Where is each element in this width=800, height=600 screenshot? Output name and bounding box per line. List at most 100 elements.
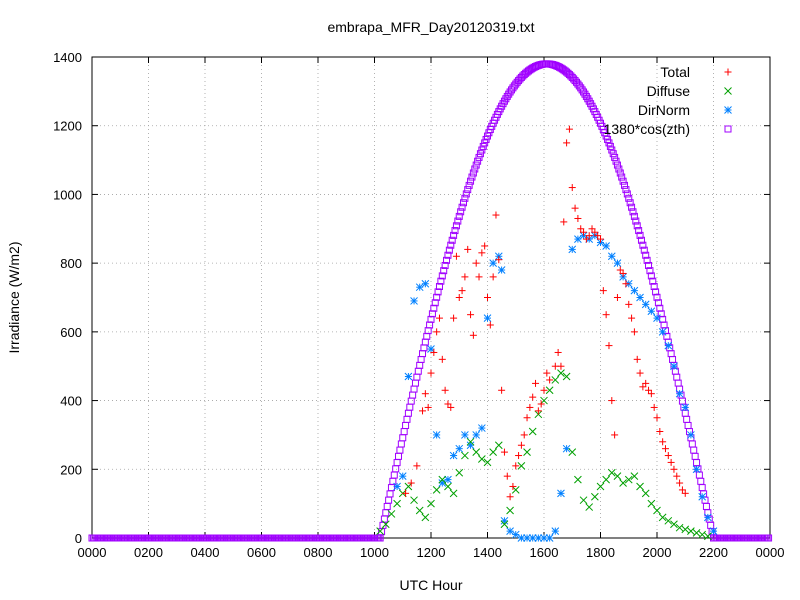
total-point bbox=[611, 431, 619, 439]
total-point bbox=[464, 245, 472, 253]
cos-zth-point bbox=[765, 534, 773, 542]
dirnorm-point bbox=[444, 475, 452, 484]
x-axis-title: UTC Hour bbox=[399, 577, 462, 593]
cos-zth-point bbox=[464, 186, 472, 194]
diffuse-point bbox=[455, 468, 464, 477]
legend-marker bbox=[724, 68, 732, 76]
dirnorm-point bbox=[664, 341, 673, 350]
series-layer bbox=[88, 60, 773, 542]
total-point bbox=[413, 462, 421, 470]
total-point bbox=[543, 369, 551, 377]
cos-zth-point bbox=[471, 165, 479, 173]
cos-zth-point bbox=[629, 208, 637, 216]
diffuse-point bbox=[630, 472, 639, 481]
diffuse-point bbox=[613, 472, 622, 481]
legend-label: 1380*cos(zth) bbox=[604, 121, 690, 137]
dirnorm-point bbox=[497, 266, 506, 274]
total-point bbox=[574, 214, 582, 222]
cos-zth-point bbox=[407, 397, 415, 405]
chart-title: embrapa_MFR_Day20120319.txt bbox=[327, 19, 534, 35]
dirnorm-point bbox=[675, 389, 684, 398]
cos-zth-point bbox=[649, 277, 657, 285]
diffuse-point bbox=[466, 437, 475, 446]
x-tick-label: 0000 bbox=[78, 545, 107, 560]
total-point bbox=[517, 441, 525, 449]
cos-zth-point bbox=[404, 409, 412, 417]
cos-zth-point bbox=[475, 153, 483, 161]
diffuse-point bbox=[703, 532, 712, 541]
total-point bbox=[435, 314, 443, 322]
total-point bbox=[602, 311, 610, 319]
total-point bbox=[681, 489, 689, 497]
cos-zth-point bbox=[421, 338, 429, 346]
total-point bbox=[537, 400, 545, 408]
cos-zth-point bbox=[691, 452, 699, 460]
cos-zth-point bbox=[392, 465, 400, 473]
diffuse-point bbox=[658, 513, 667, 522]
cos-zth-point bbox=[434, 288, 442, 296]
total-point bbox=[636, 369, 644, 377]
x-tick-label: 1200 bbox=[417, 545, 446, 560]
cos-zth-point bbox=[396, 446, 404, 454]
diffuse-point bbox=[692, 528, 701, 537]
y-axis-title: Irradiance (W/m2) bbox=[6, 241, 22, 353]
cos-zth-point bbox=[403, 415, 411, 423]
dirnorm-point bbox=[472, 431, 481, 439]
dirnorm-point bbox=[551, 527, 560, 535]
cos-zth-point bbox=[448, 236, 456, 244]
legend-label: Total bbox=[660, 64, 690, 80]
dirnorm-point bbox=[404, 372, 413, 381]
dirnorm-point bbox=[681, 403, 690, 412]
dirnorm-point bbox=[398, 472, 407, 481]
cos-zth-point bbox=[406, 403, 414, 411]
axis-ticks: 0000 0200 0400 0600 0800 1000 1200 1400 1600 1800… bbox=[53, 50, 784, 560]
cos-zth-point bbox=[608, 146, 616, 154]
y-tick-label: 0 bbox=[75, 531, 82, 546]
y-tick-label: 1400 bbox=[53, 50, 82, 65]
diffuse-point bbox=[415, 506, 424, 515]
total-point bbox=[619, 269, 627, 277]
total-point bbox=[407, 479, 415, 487]
cos-zth-point bbox=[431, 299, 439, 307]
total-point bbox=[433, 328, 441, 336]
y-tick-label: 1200 bbox=[53, 119, 82, 134]
cos-zth-point bbox=[653, 293, 661, 301]
cos-zth-point bbox=[683, 415, 691, 423]
cos-zth-point bbox=[640, 246, 648, 254]
cos-zth-point bbox=[693, 459, 701, 467]
cos-zth-point bbox=[469, 169, 477, 177]
cos-zth-point bbox=[465, 181, 473, 189]
total-point bbox=[515, 452, 523, 460]
diffuse-point bbox=[641, 489, 650, 498]
cos-zth-point bbox=[702, 502, 710, 510]
total-point bbox=[622, 280, 630, 288]
total-point bbox=[647, 390, 655, 398]
total-point bbox=[625, 300, 633, 308]
cos-zth-point bbox=[395, 452, 403, 460]
diffuse-point bbox=[410, 496, 418, 505]
cos-zth-point bbox=[647, 272, 655, 280]
cos-zth-point bbox=[606, 142, 614, 150]
total-point bbox=[503, 472, 511, 480]
cos-zth-point bbox=[612, 157, 620, 165]
cos-zth-point bbox=[414, 367, 422, 375]
dirnorm-point bbox=[630, 286, 639, 295]
diffuse-point bbox=[381, 520, 390, 529]
diffuse-point bbox=[517, 461, 526, 470]
cos-zth-point bbox=[476, 150, 484, 158]
total-point bbox=[500, 448, 508, 456]
cos-zth-point bbox=[461, 194, 469, 202]
dirnorm-point bbox=[636, 293, 644, 302]
diffuse-point bbox=[675, 523, 684, 532]
cos-zth-point bbox=[625, 194, 633, 202]
dirnorm-point bbox=[647, 307, 656, 316]
total-point bbox=[512, 462, 520, 470]
cos-zth-point bbox=[385, 496, 393, 504]
dirnorm-point bbox=[670, 362, 678, 371]
dirnorm-point bbox=[483, 314, 492, 322]
dirnorm-point bbox=[687, 431, 695, 439]
y-tick-label: 600 bbox=[60, 325, 82, 340]
cos-zth-point bbox=[445, 246, 453, 254]
diffuse-point bbox=[670, 520, 678, 529]
cos-zth-point bbox=[441, 261, 449, 269]
